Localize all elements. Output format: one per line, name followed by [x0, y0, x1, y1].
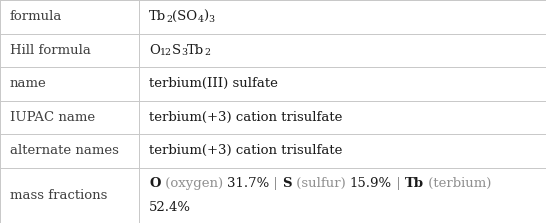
Text: ): ): [203, 10, 209, 23]
Text: 15.9%: 15.9%: [349, 177, 392, 190]
Text: |: |: [269, 177, 282, 190]
Text: 4: 4: [197, 15, 203, 24]
Text: terbium(+3) cation trisulfate: terbium(+3) cation trisulfate: [149, 145, 342, 157]
Text: formula: formula: [10, 10, 62, 23]
Text: 31.7%: 31.7%: [227, 177, 269, 190]
Text: |: |: [392, 177, 405, 190]
Text: name: name: [10, 77, 46, 90]
Text: (terbium): (terbium): [424, 177, 496, 190]
Text: mass fractions: mass fractions: [10, 189, 107, 202]
Text: 3: 3: [209, 15, 215, 24]
Text: 3: 3: [181, 48, 187, 57]
Text: O: O: [149, 44, 160, 57]
Text: IUPAC name: IUPAC name: [10, 111, 95, 124]
Text: terbium(III) sulfate: terbium(III) sulfate: [149, 77, 278, 90]
Text: 12: 12: [160, 48, 172, 57]
Text: 2: 2: [166, 15, 172, 24]
Text: Tb: Tb: [149, 10, 166, 23]
Text: O: O: [149, 177, 161, 190]
Text: Hill formula: Hill formula: [10, 44, 91, 57]
Text: 52.4%: 52.4%: [149, 201, 191, 214]
Text: 2: 2: [204, 48, 210, 57]
Text: Tb: Tb: [405, 177, 424, 190]
Text: S: S: [172, 44, 181, 57]
Text: Tb: Tb: [187, 44, 204, 57]
Text: alternate names: alternate names: [10, 145, 118, 157]
Text: (oxygen): (oxygen): [161, 177, 227, 190]
Text: (sulfur): (sulfur): [292, 177, 349, 190]
Text: terbium(+3) cation trisulfate: terbium(+3) cation trisulfate: [149, 111, 342, 124]
Text: (SO: (SO: [172, 10, 197, 23]
Text: S: S: [282, 177, 292, 190]
